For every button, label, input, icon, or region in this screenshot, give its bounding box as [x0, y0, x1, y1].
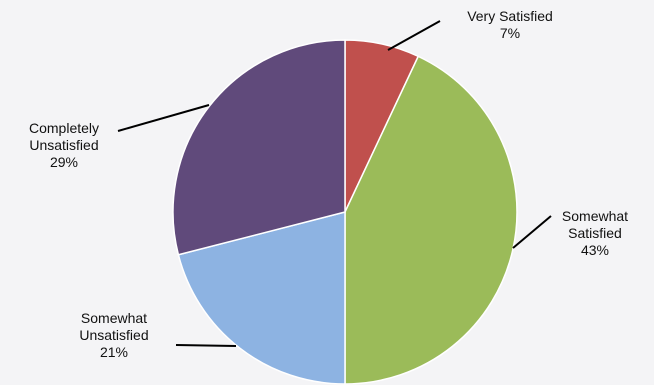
pie-slice-somewhat-satisfied [344, 55, 518, 385]
slice-label-somewhat-satisfied: Somewhat Satisfied 43% [540, 208, 650, 259]
leader-line-very-satisfied [387, 20, 441, 51]
pie-slice-somewhat-unsatisfied [177, 211, 346, 385]
slice-label-somewhat-unsatisfied-line-2: Unsatisfied [79, 327, 149, 343]
slice-label-very-satisfied-line-1: Very Satisfied [467, 8, 553, 24]
slice-label-completely-unsatisfied-line-2: Unsatisfied [29, 137, 99, 153]
slice-label-very-satisfied-value: 7% [499, 25, 521, 41]
slice-label-somewhat-unsatisfied: Somewhat Unsatisfied 21% [54, 310, 174, 361]
slice-label-completely-unsatisfied-value: 29% [49, 154, 79, 170]
slice-label-somewhat-satisfied-line-2: Satisfied [568, 225, 622, 241]
pie-slice-completely-unsatisfied [172, 39, 346, 256]
leader-line-completely-unsatisfied [117, 104, 210, 132]
slice-label-somewhat-unsatisfied-line-1: Somewhat [80, 310, 148, 326]
leader-line-somewhat-satisfied [512, 215, 552, 249]
leader-line-somewhat-unsatisfied [175, 344, 237, 347]
slice-label-completely-unsatisfied: Completely Unsatisfied 29% [4, 120, 124, 171]
slice-label-completely-unsatisfied-line-1: Completely [28, 120, 100, 136]
slice-label-somewhat-unsatisfied-value: 21% [99, 344, 129, 360]
slice-label-very-satisfied: Very Satisfied 7% [440, 8, 580, 42]
slice-label-somewhat-satisfied-line-1: Somewhat [561, 208, 629, 224]
slice-label-somewhat-satisfied-value: 43% [580, 242, 610, 258]
